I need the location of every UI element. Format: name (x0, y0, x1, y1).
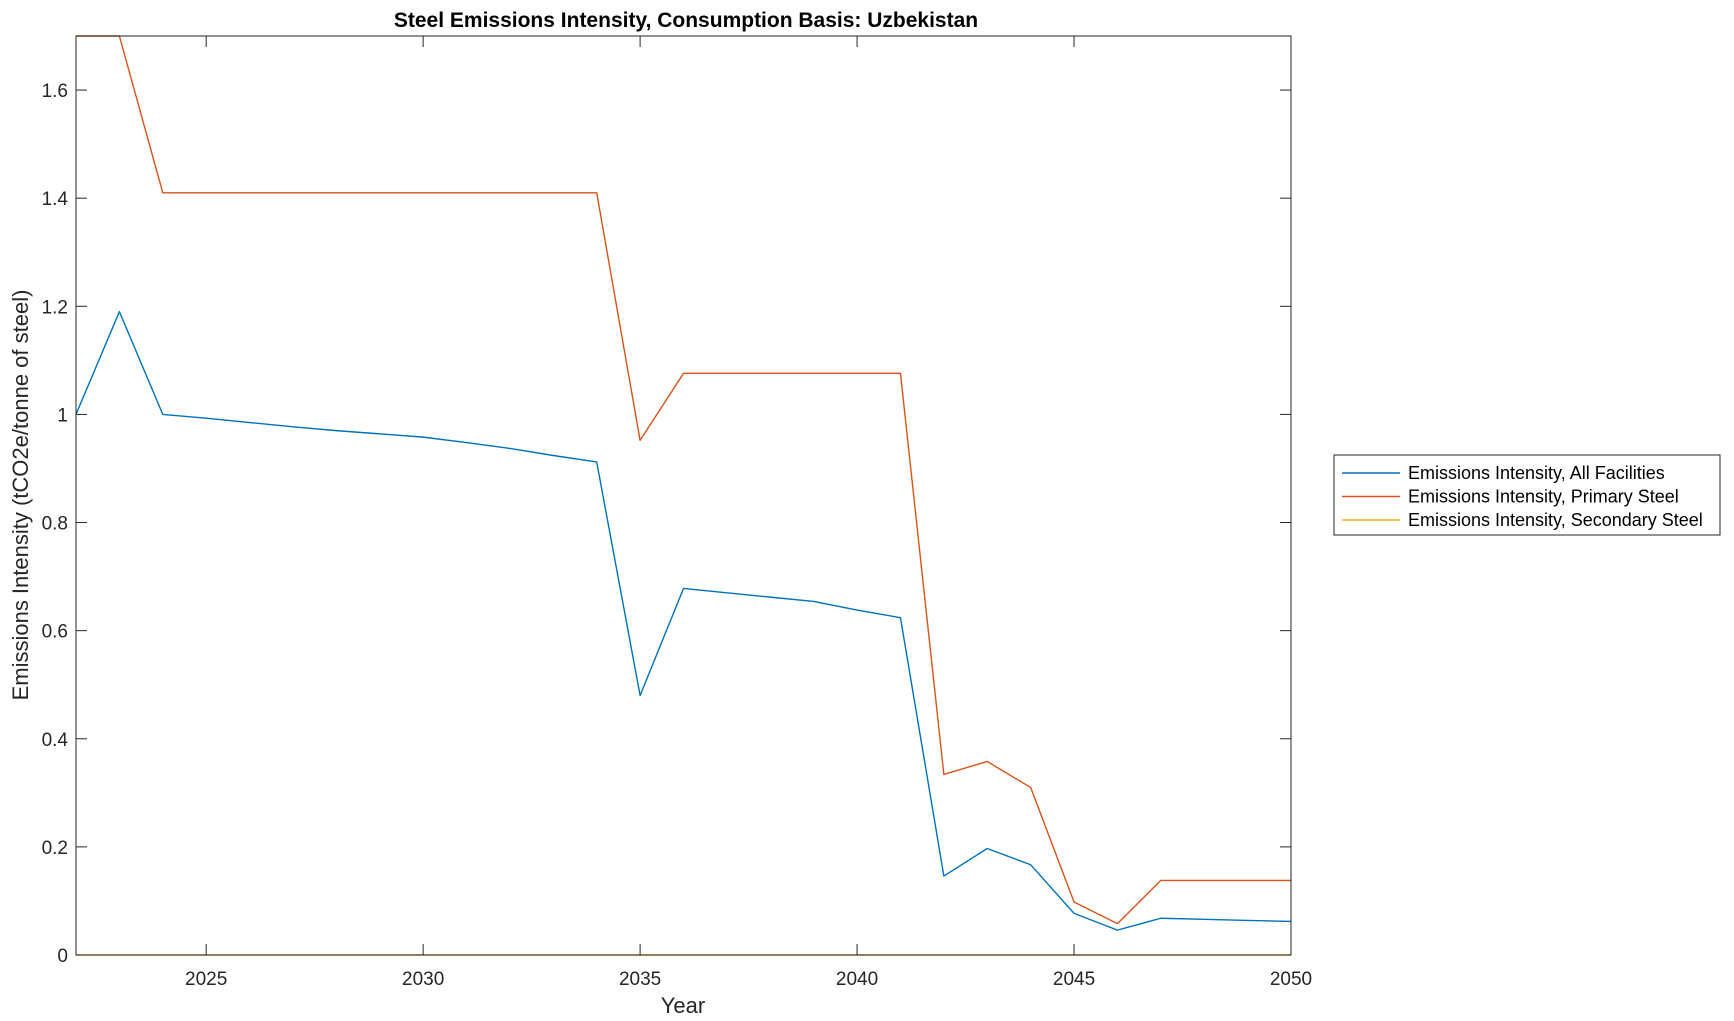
y-tick-label: 0.8 (42, 514, 68, 535)
chart-title: Steel Emissions Intensity, Consumption B… (394, 9, 978, 32)
y-tick-label: 0.6 (42, 622, 68, 643)
y-ticks: 0 0.2 0.4 0.6 0.8 1 1.2 1.4 1.6 (42, 81, 1291, 967)
y-tick-label: 0 (57, 946, 68, 967)
y-tick-label: 0.2 (42, 838, 68, 859)
legend: Emissions Intensity, All Facilities Emiss… (1333, 454, 1721, 536)
series-line-1 (75, 311, 1292, 931)
plot-area (76, 36, 1291, 955)
x-ticks: 2025 2030 2035 2040 2045 2050 (185, 36, 1312, 990)
y-tick-label: 1.6 (42, 81, 68, 102)
x-axis-label: Year (661, 993, 705, 1018)
y-tick-label: 1 (57, 405, 68, 426)
legend-label-3: Emissions Intensity, Secondary Steel (1408, 510, 1703, 530)
y-tick-label: 0.4 (42, 730, 69, 751)
y-tick-label: 1.4 (42, 189, 69, 210)
x-tick-label: 2040 (836, 969, 878, 990)
x-tick-label: 2050 (1270, 969, 1312, 990)
legend-label-1: Emissions Intensity, All Facilities (1408, 463, 1665, 483)
x-tick-label: 2030 (402, 969, 444, 990)
legend-label-2: Emissions Intensity, Primary Steel (1408, 487, 1679, 507)
axes-box (75, 35, 1292, 956)
x-tick-label: 2025 (185, 969, 227, 990)
x-tick-label: 2045 (1053, 969, 1095, 990)
series-line-2 (76, 35, 1291, 925)
x-tick-label: 2035 (619, 969, 661, 990)
legend-box (1333, 454, 1721, 536)
y-tick-label: 1.2 (42, 297, 68, 318)
y-axis-label: Emissions Intensity (tCO2e/tonne of stee… (8, 290, 33, 701)
axes-layer (75, 35, 1292, 956)
legend-items: Emissions Intensity, All Facilities Emiss… (1342, 463, 1703, 530)
